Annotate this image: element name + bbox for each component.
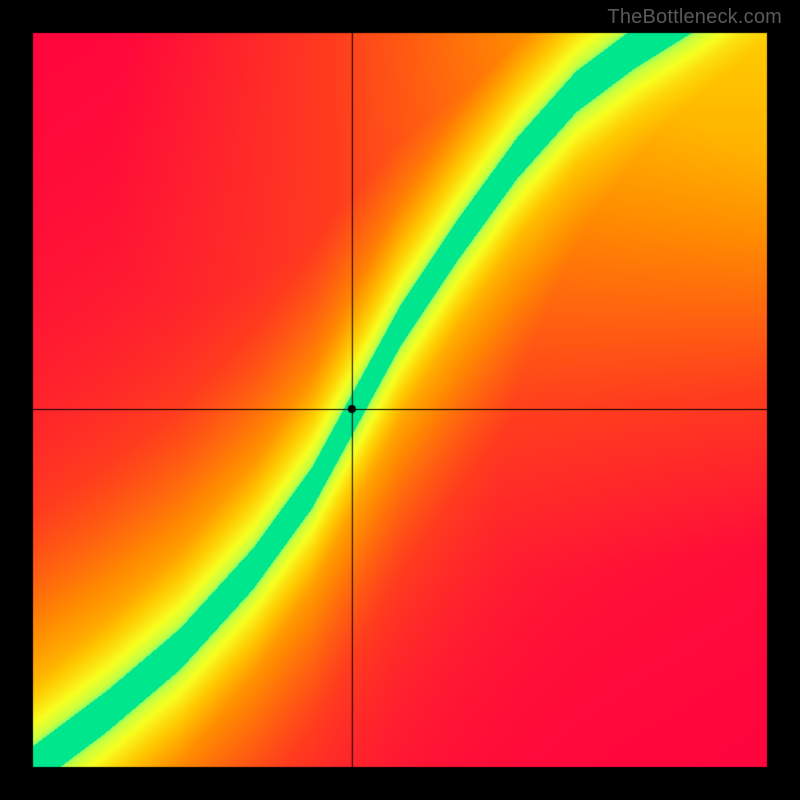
chart-container: TheBottleneck.com bbox=[0, 0, 800, 800]
bottleneck-heatmap bbox=[0, 0, 800, 800]
watermark-text: TheBottleneck.com bbox=[607, 6, 782, 29]
